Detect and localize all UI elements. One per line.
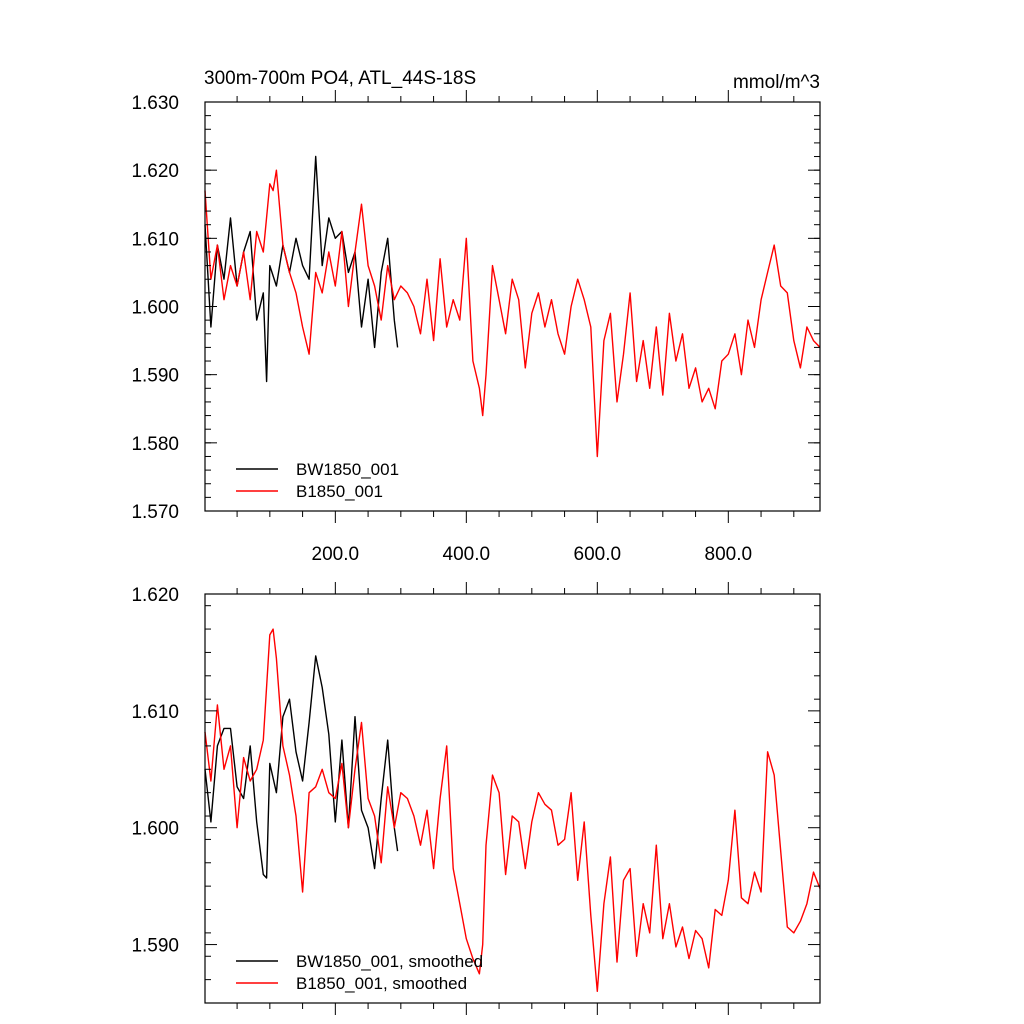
y-tick-label: 1.570 (131, 502, 179, 523)
legend-label-b1850-smoothed: B1850_001, smoothed (296, 974, 467, 993)
y-tick-label: 1.610 (131, 702, 179, 723)
x-tick-label: 400.0 (443, 544, 491, 565)
legend-label-b1850: B1850_001 (296, 482, 383, 501)
x-tick-label: 600.0 (574, 544, 622, 565)
y-tick-label: 1.590 (131, 366, 179, 387)
y-tick-label: 1.620 (131, 161, 179, 182)
y-tick-label: 1.590 (131, 936, 179, 957)
legend-label-bw1850-smoothed: BW1850_001, smoothed (296, 952, 483, 971)
chart-title: 300m-700m PO4, ATL_44S-18S (204, 68, 476, 89)
series-line-b1850 (204, 169, 821, 458)
plot-frame (204, 593, 821, 1004)
series-line-bw1850 (204, 655, 399, 879)
units-label: mmol/m^3 (733, 72, 820, 93)
x-tick-label: 800.0 (705, 544, 753, 565)
y-tick-label: 1.580 (131, 434, 179, 455)
y-tick-label: 1.610 (131, 229, 179, 250)
bottom-panel: 1.590 1.600 1.610 1.620 (131, 582, 821, 1015)
legend-label-bw1850: BW1850_001 (296, 460, 399, 479)
y-tick-label: 1.600 (131, 819, 179, 840)
x-tick-label: 200.0 (312, 544, 360, 565)
bottom-legend: BW1850_001, smoothed B1850_001, smoothed (236, 952, 483, 993)
top-legend: BW1850_001 B1850_001 (236, 460, 399, 501)
y-tick-label: 1.630 (131, 93, 179, 114)
top-panel: 1.570 1.580 1.590 1.600 1.610 1.620 1.630 200.0… (131, 90, 821, 565)
series-line-b1850 (204, 628, 821, 992)
y-tick-label: 1.600 (131, 298, 179, 319)
y-tick-label: 1.620 (131, 585, 179, 606)
